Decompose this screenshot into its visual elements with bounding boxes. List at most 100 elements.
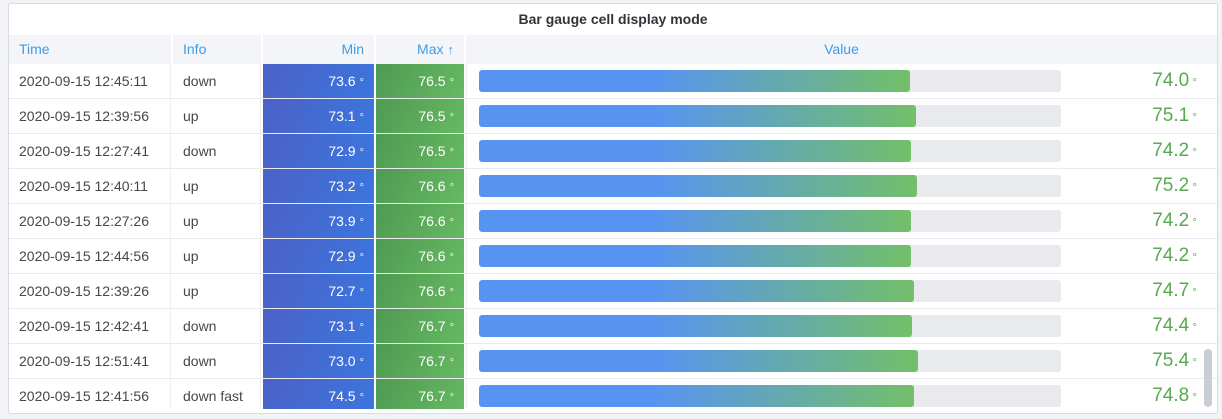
- table-row[interactable]: 2020-09-15 12:44:56 up 72.9 ° 76.6 ° 74.2 °: [9, 239, 1217, 274]
- bar-gauge-fill: [479, 175, 917, 197]
- degree-unit: °: [449, 217, 454, 229]
- value-text: 74.2 °: [1069, 204, 1197, 239]
- cell-number: 73.1: [328, 108, 356, 124]
- value-text: 75.2 °: [1069, 169, 1197, 204]
- cell-number: 74.5: [328, 388, 356, 404]
- degree-unit: °: [359, 357, 364, 369]
- sort-ascending-icon: ↑: [447, 42, 455, 57]
- cell-number: 73.9: [328, 213, 356, 229]
- table-row[interactable]: 2020-09-15 12:51:41 down 73.0 ° 76.7 ° 75.…: [9, 344, 1217, 379]
- info-cell: down: [173, 134, 261, 168]
- bar-gauge-track: [479, 385, 1061, 407]
- value-text: 74.0 °: [1069, 64, 1197, 99]
- bar-gauge-track: [479, 140, 1061, 162]
- table-row[interactable]: 2020-09-15 12:27:41 down 72.9 ° 76.5 ° 74.…: [9, 134, 1217, 169]
- cell-number: 76.7: [418, 318, 446, 334]
- table-row[interactable]: 2020-09-15 12:27:26 up 73.9 ° 76.6 ° 74.2 °: [9, 204, 1217, 239]
- info-cell: down fast: [173, 379, 261, 409]
- value-text: 74.4 °: [1069, 309, 1197, 344]
- value-text: 74.8 °: [1069, 379, 1197, 410]
- cell-number: 76.6: [418, 248, 446, 264]
- min-cell: 73.9 °: [263, 204, 374, 238]
- info-cell: down: [173, 344, 261, 378]
- degree-unit: °: [359, 287, 364, 299]
- table-row[interactable]: 2020-09-15 12:41:56 down fast 74.5 ° 76.7…: [9, 379, 1217, 409]
- value-gauge-cell: 75.1 °: [466, 99, 1217, 133]
- min-cell: 73.1 °: [263, 309, 374, 343]
- value-text: 75.1 °: [1069, 99, 1197, 134]
- table-row[interactable]: 2020-09-15 12:39:26 up 72.7 ° 76.6 ° 74.7 °: [9, 274, 1217, 309]
- min-cell: 73.6 °: [263, 64, 374, 98]
- degree-unit: °: [359, 322, 364, 334]
- cell-number: 73.6: [328, 73, 356, 89]
- value-gauge-cell: 74.0 °: [466, 64, 1217, 98]
- cell-number: 76.6: [418, 283, 446, 299]
- value-gauge-cell: 74.2 °: [466, 204, 1217, 238]
- degree-unit: °: [359, 182, 364, 194]
- bar-gauge-track: [479, 350, 1061, 372]
- table-row[interactable]: 2020-09-15 12:39:56 up 73.1 ° 76.5 ° 75.1 °: [9, 99, 1217, 134]
- time-cell: 2020-09-15 12:40:11: [9, 169, 171, 203]
- table-row[interactable]: 2020-09-15 12:45:11 down 73.6 ° 76.5 ° 74.…: [9, 64, 1217, 99]
- cell-number: 72.9: [328, 248, 356, 264]
- time-cell: 2020-09-15 12:41:56: [9, 379, 171, 409]
- bar-gauge-fill: [479, 210, 911, 232]
- max-cell: 76.6 °: [376, 204, 464, 238]
- degree-unit: °: [1192, 144, 1197, 159]
- degree-unit: °: [449, 182, 454, 194]
- cell-number: 72.7: [328, 283, 356, 299]
- max-cell: 76.5 °: [376, 134, 464, 168]
- degree-unit: °: [359, 77, 364, 89]
- cell-number: 74.2: [1152, 139, 1190, 161]
- degree-unit: °: [449, 392, 454, 404]
- cell-number: 74.8: [1152, 384, 1190, 406]
- column-header-max[interactable]: Max ↑: [376, 35, 464, 64]
- cell-number: 75.1: [1152, 104, 1190, 126]
- bar-gauge-fill: [479, 105, 917, 127]
- value-gauge-cell: 74.8 °: [466, 379, 1217, 409]
- bar-gauge-track: [479, 245, 1061, 267]
- column-header-value[interactable]: Value: [466, 35, 1217, 64]
- value-text: 74.7 °: [1069, 274, 1197, 309]
- degree-unit: °: [449, 357, 454, 369]
- degree-unit: °: [1192, 109, 1197, 124]
- degree-unit: °: [359, 217, 364, 229]
- min-cell: 72.9 °: [263, 239, 374, 273]
- degree-unit: °: [449, 322, 454, 334]
- column-header-max-label: Max: [417, 41, 444, 57]
- cell-number: 76.7: [418, 388, 446, 404]
- table-row[interactable]: 2020-09-15 12:40:11 up 73.2 ° 76.6 ° 75.2 °: [9, 169, 1217, 204]
- column-header-time[interactable]: Time: [9, 35, 171, 64]
- info-cell: up: [173, 274, 261, 308]
- degree-unit: °: [449, 252, 454, 264]
- degree-unit: °: [1192, 284, 1197, 299]
- cell-number: 74.0: [1152, 69, 1190, 91]
- time-cell: 2020-09-15 12:44:56: [9, 239, 171, 273]
- value-gauge-cell: 74.7 °: [466, 274, 1217, 308]
- degree-unit: °: [1192, 354, 1197, 369]
- info-cell: up: [173, 239, 261, 273]
- column-header-min[interactable]: Min: [263, 35, 374, 64]
- info-cell: down: [173, 309, 261, 343]
- bar-gauge-track: [479, 315, 1061, 337]
- panel-title[interactable]: Bar gauge cell display mode: [518, 11, 708, 27]
- vertical-scrollbar-thumb[interactable]: [1204, 349, 1212, 407]
- table-header: Time Info Min Max ↑ Value: [9, 35, 1217, 64]
- bar-gauge-fill: [479, 280, 914, 302]
- cell-number: 73.2: [328, 178, 356, 194]
- column-header-info[interactable]: Info: [173, 35, 261, 64]
- degree-unit: °: [1192, 249, 1197, 264]
- max-cell: 76.6 °: [376, 169, 464, 203]
- time-cell: 2020-09-15 12:42:41: [9, 309, 171, 343]
- min-cell: 72.9 °: [263, 134, 374, 168]
- table-panel: Bar gauge cell display mode Time Info Mi…: [8, 3, 1218, 414]
- column-header-time-label: Time: [19, 41, 50, 57]
- bar-gauge-track: [479, 105, 1061, 127]
- bar-gauge-track: [479, 175, 1061, 197]
- degree-unit: °: [1192, 74, 1197, 89]
- value-gauge-cell: 74.4 °: [466, 309, 1217, 343]
- degree-unit: °: [1192, 319, 1197, 334]
- max-cell: 76.5 °: [376, 64, 464, 98]
- cell-number: 74.7: [1152, 279, 1190, 301]
- table-row[interactable]: 2020-09-15 12:42:41 down 73.1 ° 76.7 ° 74.…: [9, 309, 1217, 344]
